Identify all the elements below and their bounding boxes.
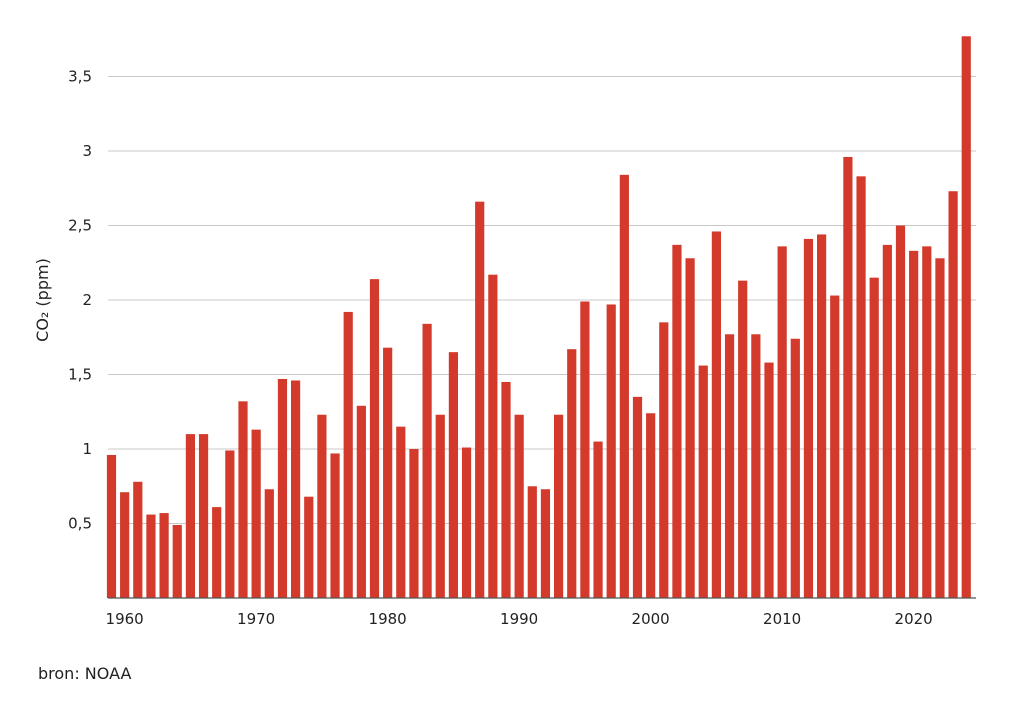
y-tick-label: 3,5 xyxy=(68,68,92,86)
bar-1960 xyxy=(120,492,130,598)
bar-1970 xyxy=(251,429,261,598)
bar-1985 xyxy=(448,352,458,598)
bar-2003 xyxy=(685,258,695,598)
bar-2021 xyxy=(922,246,932,599)
bar-1989 xyxy=(501,381,511,598)
bar-1966 xyxy=(198,434,209,598)
bar-2011 xyxy=(790,338,800,598)
bar-1973 xyxy=(291,380,301,598)
bar-1975 xyxy=(317,414,327,598)
bar-2010 xyxy=(777,246,787,599)
x-tick-label: 2020 xyxy=(895,610,933,628)
bar-1959 xyxy=(106,454,117,598)
bar-1992 xyxy=(540,489,551,598)
x-tick-label: 2000 xyxy=(632,610,670,628)
bar-2024 xyxy=(961,36,971,598)
bar-2007 xyxy=(738,280,748,598)
bar-1994 xyxy=(567,349,577,598)
bar-1990 xyxy=(514,414,524,598)
y-tick-label: 2 xyxy=(82,291,92,309)
bar-1969 xyxy=(238,401,248,598)
y-tick-label: 1,5 xyxy=(68,366,92,384)
bar-1965 xyxy=(185,434,195,598)
bar-2023 xyxy=(948,191,958,599)
y-tick-label: 0,5 xyxy=(68,515,92,533)
bar-1967 xyxy=(212,507,222,598)
y-axis-label: CO₂ (ppm) xyxy=(33,258,52,342)
bar-1987 xyxy=(475,201,485,598)
bar-2015 xyxy=(843,156,853,598)
bar-1999 xyxy=(632,396,643,598)
bar-2017 xyxy=(869,277,879,598)
bar-1983 xyxy=(422,323,432,598)
y-tick-label: 2,5 xyxy=(68,217,92,235)
bar-1988 xyxy=(488,274,498,598)
bar-2009 xyxy=(764,362,774,598)
bar-1991 xyxy=(527,486,537,598)
x-tick-labels: 1960 1970 1980 1990 2000 2010 2020 xyxy=(106,610,933,628)
bar-1978 xyxy=(356,405,366,598)
x-tick-label: 1990 xyxy=(500,610,538,628)
bar-2019 xyxy=(895,225,906,598)
x-tick-label: 1960 xyxy=(106,610,144,628)
bar-2016 xyxy=(856,176,866,598)
source-note: bron: NOAA xyxy=(38,664,132,683)
x-tick-label: 2010 xyxy=(763,610,801,628)
bar-1997 xyxy=(606,304,616,598)
bar-1981 xyxy=(396,426,406,598)
bar-1972 xyxy=(277,378,288,598)
bar-2018 xyxy=(882,244,892,598)
bar-2020 xyxy=(909,250,919,598)
bar-2013 xyxy=(817,234,827,598)
bar-2014 xyxy=(830,295,840,598)
bar-1993 xyxy=(554,414,564,598)
bar-2012 xyxy=(803,238,814,598)
bar-1984 xyxy=(435,414,445,598)
y-tick-label: 1 xyxy=(82,440,92,458)
y-tick-labels: 0,5 1 1,5 2 2,5 3 3,5 xyxy=(68,68,92,533)
bar-1998 xyxy=(619,174,629,598)
bar-1976 xyxy=(330,453,340,598)
bar-1968 xyxy=(225,450,235,598)
bar-1980 xyxy=(383,347,393,598)
bar-1971 xyxy=(264,489,274,598)
bar-1961 xyxy=(133,481,143,598)
bar-1979 xyxy=(369,279,380,598)
bar-2008 xyxy=(751,334,761,598)
bar-2005 xyxy=(711,231,721,598)
bar-2006 xyxy=(724,334,735,598)
x-tick-label: 1980 xyxy=(369,610,407,628)
bar-1986 xyxy=(461,447,472,598)
bar-1962 xyxy=(146,514,156,598)
bar-2002 xyxy=(672,244,682,598)
bar-1964 xyxy=(172,524,182,598)
bar-2022 xyxy=(935,258,945,598)
bar-1977 xyxy=(343,311,353,598)
bar-1982 xyxy=(409,449,419,598)
bar-2001 xyxy=(659,322,669,598)
bar-2000 xyxy=(646,413,656,598)
bar-1974 xyxy=(304,496,314,598)
bar-1963 xyxy=(159,513,169,598)
bar-2004 xyxy=(698,365,708,598)
bars xyxy=(106,36,971,599)
x-tick-label: 1970 xyxy=(237,610,275,628)
bar-1995 xyxy=(580,301,590,598)
bar-1996 xyxy=(593,441,603,598)
y-tick-label: 3 xyxy=(82,142,92,160)
